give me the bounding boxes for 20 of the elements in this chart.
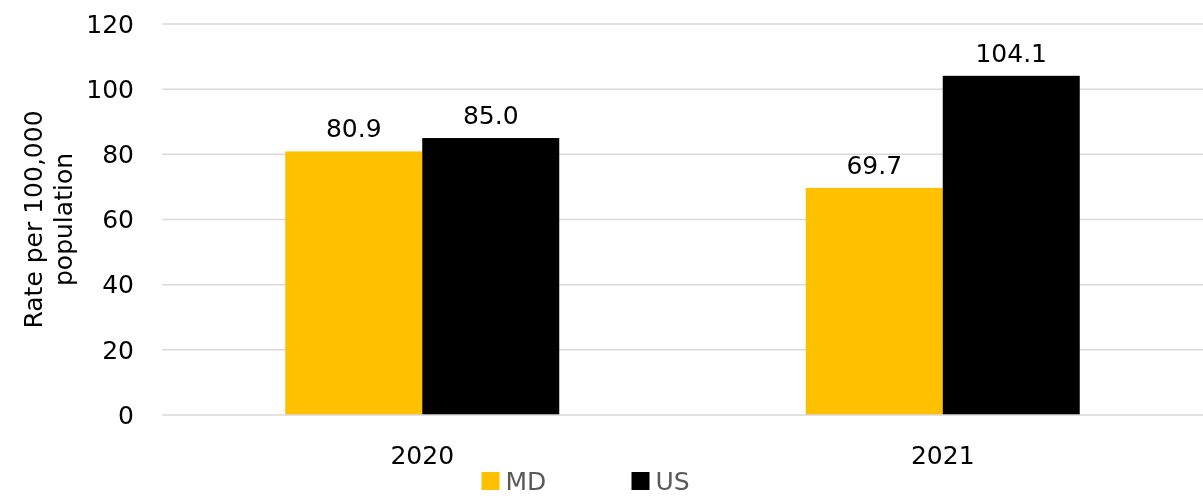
data-label: 85.0 xyxy=(462,101,519,131)
legend-label: US xyxy=(655,467,690,496)
y-axis-title: Rate per 100,000 population xyxy=(19,110,78,329)
bar xyxy=(422,138,560,415)
x-tick-label: 2021 xyxy=(910,441,975,470)
y-tick-label: 40 xyxy=(102,270,134,300)
bar xyxy=(805,187,943,415)
bar xyxy=(942,75,1080,415)
data-label: 80.9 xyxy=(325,114,382,144)
data-label: 69.7 xyxy=(846,150,903,180)
y-tick-label: 100 xyxy=(86,74,134,104)
bar xyxy=(285,151,423,415)
y-tick-label: 60 xyxy=(102,205,134,235)
x-tick-label: 2020 xyxy=(390,441,455,470)
legend-label: MD xyxy=(505,467,547,496)
data-label: 104.1 xyxy=(975,38,1048,68)
y-tick-label: 80 xyxy=(102,140,134,170)
y-tick-label: 20 xyxy=(102,335,134,365)
y-tick-label: 0 xyxy=(118,400,134,430)
y-tick-label: 120 xyxy=(86,9,134,39)
